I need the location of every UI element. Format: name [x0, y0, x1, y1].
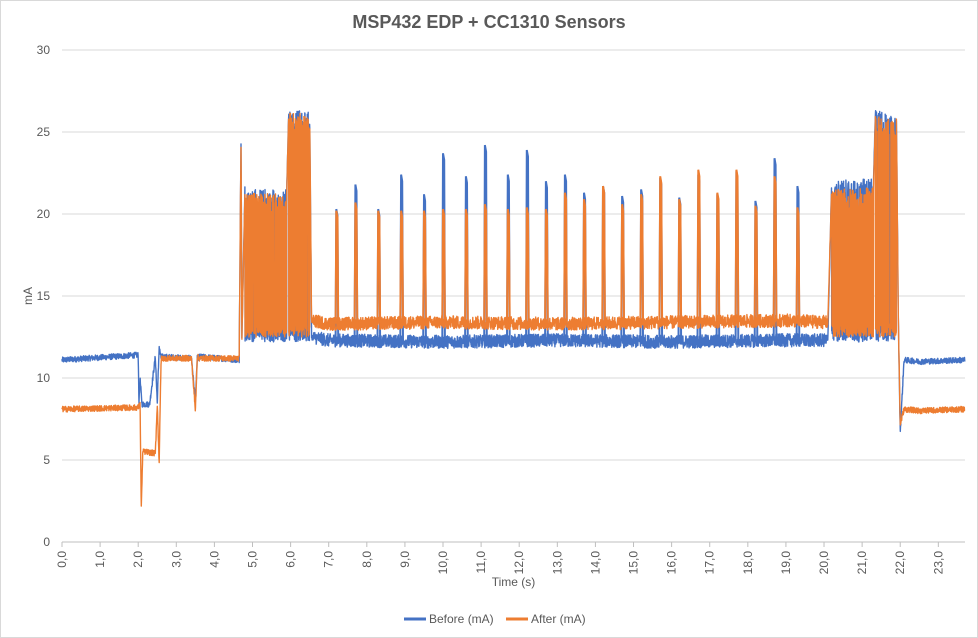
x-tick-label: 21,0 — [855, 551, 869, 575]
x-tick-label: 19,0 — [779, 551, 793, 575]
x-tick-label: 20,0 — [817, 551, 831, 575]
spike-after — [376, 210, 382, 324]
spike-after — [677, 199, 683, 323]
y-tick-label: 0 — [43, 535, 50, 549]
y-tick-label: 5 — [43, 453, 50, 467]
y-tick-label: 20 — [37, 207, 51, 221]
spike-after — [795, 207, 801, 322]
spike-after — [753, 205, 759, 322]
axes: 0 5 10 15 20 25 30 0,0 1,0 2,0 3,0 4,0 5,0 6,0 7,0 8,0 9… — [37, 43, 965, 574]
series-layer — [61, 110, 966, 507]
x-tick-label: 17,0 — [703, 551, 717, 575]
spike-after — [525, 207, 530, 324]
y-tick-label: 10 — [37, 371, 51, 385]
x-tick-label: 3,0 — [169, 551, 183, 568]
x-tick-label: 9,0 — [398, 551, 412, 568]
spike-after — [639, 194, 644, 323]
x-tick-label: 11,0 — [474, 551, 488, 574]
spike-after — [506, 208, 511, 324]
y-axis-title: mA — [21, 287, 35, 305]
spike-after — [734, 169, 740, 322]
x-tick-label: 8,0 — [360, 551, 374, 568]
series-line-after — [61, 112, 966, 507]
legend-label-before: Before (mA) — [429, 612, 494, 626]
x-tick-label: 23,0 — [931, 551, 945, 575]
legend-label-after: After (mA) — [531, 612, 586, 626]
x-tick-label: 12,0 — [512, 551, 526, 575]
x-axis-title: Time (s) — [492, 575, 536, 589]
spike-after — [563, 192, 568, 324]
x-tick-label: 4,0 — [207, 551, 221, 568]
spike-after — [715, 192, 721, 322]
x-tick-label: 1,0 — [93, 551, 107, 568]
x-tick-label: 10,0 — [436, 551, 450, 575]
x-tick-label: 16,0 — [665, 551, 679, 575]
spike-after — [620, 204, 625, 324]
x-tick-label: 2,0 — [131, 551, 145, 568]
chart-title: MSP432 EDP + CC1310 Sensors — [352, 12, 626, 32]
spike-after — [441, 208, 446, 323]
x-tick-label: 13,0 — [550, 551, 564, 575]
spike-after — [334, 210, 340, 324]
spike-after — [399, 210, 404, 323]
spike-after — [658, 176, 664, 323]
x-tick-label: 0,0 — [55, 551, 69, 568]
x-tick-label: 5,0 — [246, 551, 260, 568]
y-tick-label: 30 — [37, 43, 51, 57]
spike-after — [464, 208, 469, 323]
spike-after — [483, 204, 488, 323]
spike-after — [772, 176, 778, 321]
spike-after — [582, 199, 587, 324]
x-tick-label: 14,0 — [588, 551, 602, 575]
legend: Before (mA) After (mA) — [404, 612, 586, 626]
y-tick-label: 15 — [37, 289, 51, 303]
spike-after — [696, 169, 702, 322]
spike-after — [353, 202, 359, 324]
x-tick-label: 18,0 — [741, 551, 755, 575]
spike-after — [422, 210, 427, 323]
spike-after — [601, 185, 606, 324]
x-tick-label: 22,0 — [893, 551, 907, 575]
spike-after — [544, 208, 549, 324]
y-tick-label: 25 — [37, 125, 51, 139]
x-tick-label: 6,0 — [284, 551, 298, 568]
x-tick-label: 15,0 — [627, 551, 641, 575]
x-tick-label: 7,0 — [322, 551, 336, 568]
